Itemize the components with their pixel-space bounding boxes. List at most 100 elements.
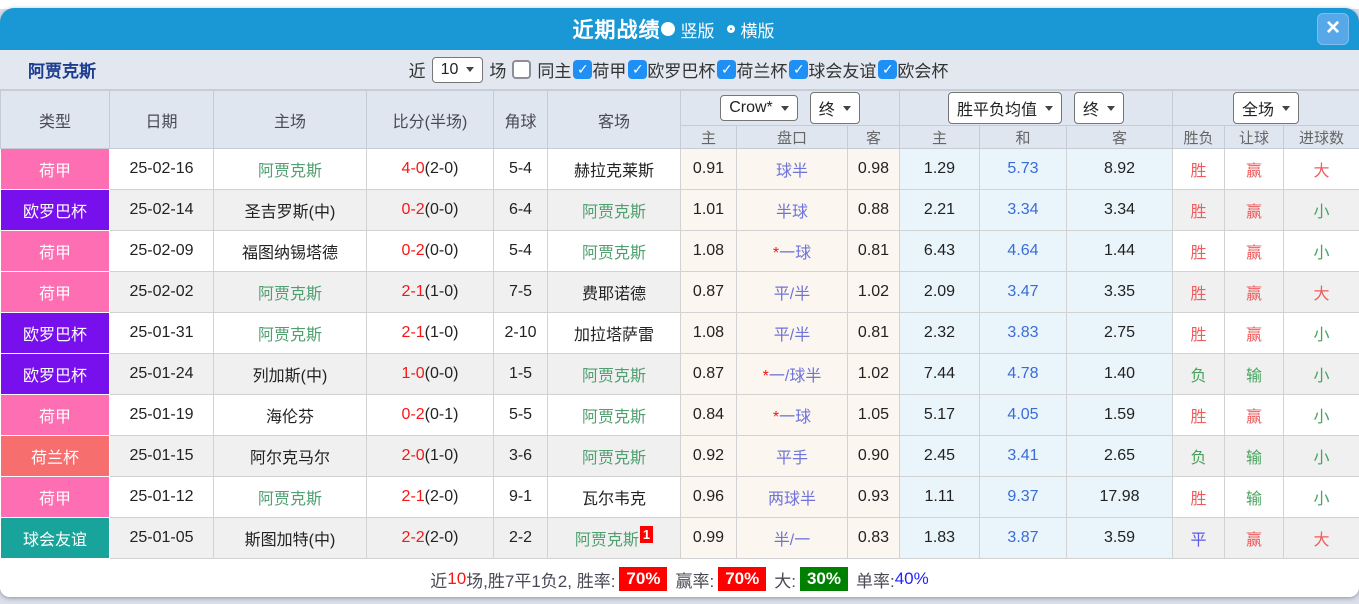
view-radio-0[interactable]	[660, 22, 675, 36]
close-icon[interactable]: ×	[1317, 13, 1349, 45]
summary-count: 10	[447, 569, 467, 588]
corner-count: 3-6	[493, 435, 548, 477]
away-team[interactable]: 阿贾克斯	[547, 435, 681, 477]
handicap-text: 半/一	[773, 532, 811, 549]
home-team-name: 阿贾克斯	[257, 327, 322, 344]
chevron-down-icon	[842, 105, 851, 111]
recent-count-select[interactable]: 10	[431, 56, 484, 83]
chevron-down-icon	[1282, 105, 1291, 111]
halftime-score: (0-0)	[424, 242, 459, 259]
avg-home: 1.11	[899, 476, 980, 518]
result: 负	[1172, 435, 1226, 477]
away-team[interactable]: 阿贾克斯	[547, 353, 681, 395]
away-odds: 0.90	[847, 435, 900, 477]
home-team[interactable]: 海伦芬	[213, 394, 367, 436]
away-odds: 1.05	[847, 394, 900, 436]
view-radio-label-0[interactable]: 竖版	[680, 21, 715, 41]
away-odds: 0.81	[847, 230, 900, 272]
away-team-name: 赫拉克莱斯	[573, 163, 654, 180]
league-label-3: 球会友谊	[808, 62, 877, 81]
chevron-down-icon	[780, 105, 789, 111]
same-home-checkbox[interactable]	[512, 60, 532, 79]
away-team[interactable]: 阿贾克斯	[547, 230, 681, 272]
header-sub-row: 主 盘口 客 主 和 客 胜负 让球 进球数	[1, 125, 1359, 149]
home-team[interactable]: 列加斯(中)	[213, 353, 367, 395]
home-team[interactable]: 阿尔克马尔	[213, 435, 367, 477]
halftime-score: (2-0)	[424, 488, 459, 505]
avg-draw: 5.73	[979, 148, 1067, 190]
home-team[interactable]: 阿贾克斯	[213, 271, 367, 313]
result: 胜	[1172, 148, 1226, 190]
home-team-name: 圣吉罗斯(中)	[244, 204, 336, 221]
odds-time-select[interactable]: 终	[809, 92, 860, 124]
home-team-name: 阿贾克斯	[257, 286, 322, 303]
avg-draw: 4.05	[979, 394, 1067, 436]
header-score: 比分(半场)	[366, 90, 494, 149]
avg-home: 2.45	[899, 435, 980, 477]
fulltime-score: 2-1	[401, 283, 425, 300]
home-team[interactable]: 阿贾克斯	[213, 476, 367, 518]
chevron-down-icon	[466, 67, 475, 72]
handicap-result: 赢	[1224, 517, 1285, 559]
league-checkbox-0[interactable]: ✓	[573, 60, 593, 79]
goals-result: 大	[1283, 271, 1359, 313]
away-team-name: 阿贾克斯	[581, 450, 646, 467]
home-team[interactable]: 福图纳锡塔德	[213, 230, 367, 272]
avg-draw: 9.37	[979, 476, 1067, 518]
scope-select[interactable]: 全场	[1233, 92, 1300, 124]
handicap: 平/半	[736, 271, 848, 313]
fulltime-score: 4-0	[401, 160, 425, 177]
league-label-0: 荷甲	[592, 62, 627, 81]
league-label-4: 欧会杯	[897, 62, 949, 81]
handicap-result: 输	[1224, 353, 1285, 395]
league-badge: 荷兰杯	[0, 435, 110, 477]
corner-count: 5-4	[493, 230, 548, 272]
avg-draw: 4.78	[979, 353, 1067, 395]
away-team[interactable]: 赫拉克莱斯	[547, 148, 681, 190]
away-team[interactable]: 阿贾克斯	[547, 189, 681, 231]
away-team[interactable]: 阿贾克斯 1	[547, 517, 681, 559]
avg-home: 6.43	[899, 230, 980, 272]
recent-results-dialog: 近期战绩 竖版 横版 × 阿贾克斯 近 10 场 同主 ✓ 荷甲 ✓ 欧罗巴杯 ✓ 荷兰杯 ✓…	[0, 8, 1359, 597]
home-team[interactable]: 斯图加特(中)	[213, 517, 367, 559]
handicap: 两球半	[736, 476, 848, 518]
avg-time-select[interactable]: 终	[1074, 92, 1125, 124]
subheader-odds-away: 客	[847, 125, 900, 149]
goals-result: 小	[1283, 394, 1359, 436]
league-badge: 荷甲	[0, 148, 110, 190]
view-radio-1[interactable]	[726, 25, 735, 33]
away-note-badge: 1	[639, 526, 654, 543]
match-score: 4-0(2-0)	[366, 148, 494, 190]
handicap-text: 两球半	[767, 491, 816, 508]
league-checkbox-3[interactable]: ✓	[789, 60, 809, 79]
home-team-name: 斯图加特(中)	[244, 532, 336, 549]
corner-count: 7-5	[493, 271, 548, 313]
away-team[interactable]: 费耶诺德	[547, 271, 681, 313]
league-badge: 欧罗巴杯	[0, 353, 110, 395]
fulltime-score: 2-2	[401, 529, 425, 546]
away-team[interactable]: 加拉塔萨雷	[547, 312, 681, 354]
away-team-name: 费耶诺德	[581, 286, 646, 303]
home-team[interactable]: 阿贾克斯	[213, 148, 367, 190]
halftime-score: (0-0)	[424, 365, 459, 382]
handicap: *一球	[736, 394, 848, 436]
header-away: 客场	[547, 90, 681, 149]
corner-count: 2-2	[493, 517, 548, 559]
avg-type-select[interactable]: 胜平负均值	[948, 92, 1063, 124]
view-radio-label-1[interactable]: 横版	[740, 21, 775, 41]
header-group-row: 类型 日期 主场 比分(半场) 角球 客场 Crow* 终	[0, 90, 1359, 149]
home-team[interactable]: 阿贾克斯	[213, 312, 367, 354]
handicap-text: 球半	[775, 163, 808, 180]
avg-home: 7.44	[899, 353, 980, 395]
away-team[interactable]: 阿贾克斯	[547, 394, 681, 436]
halftime-score: (1-0)	[424, 283, 459, 300]
home-team-name: 阿贾克斯	[257, 491, 322, 508]
away-team[interactable]: 瓦尔韦克	[547, 476, 681, 518]
home-team[interactable]: 圣吉罗斯(中)	[213, 189, 367, 231]
league-checkbox-2[interactable]: ✓	[717, 60, 737, 79]
home-odds: 1.08	[680, 312, 737, 354]
match-date: 25-01-31	[109, 312, 214, 354]
league-checkbox-4[interactable]: ✓	[878, 60, 898, 79]
league-checkbox-1[interactable]: ✓	[628, 60, 648, 79]
odds-company-select[interactable]: Crow*	[720, 95, 798, 121]
